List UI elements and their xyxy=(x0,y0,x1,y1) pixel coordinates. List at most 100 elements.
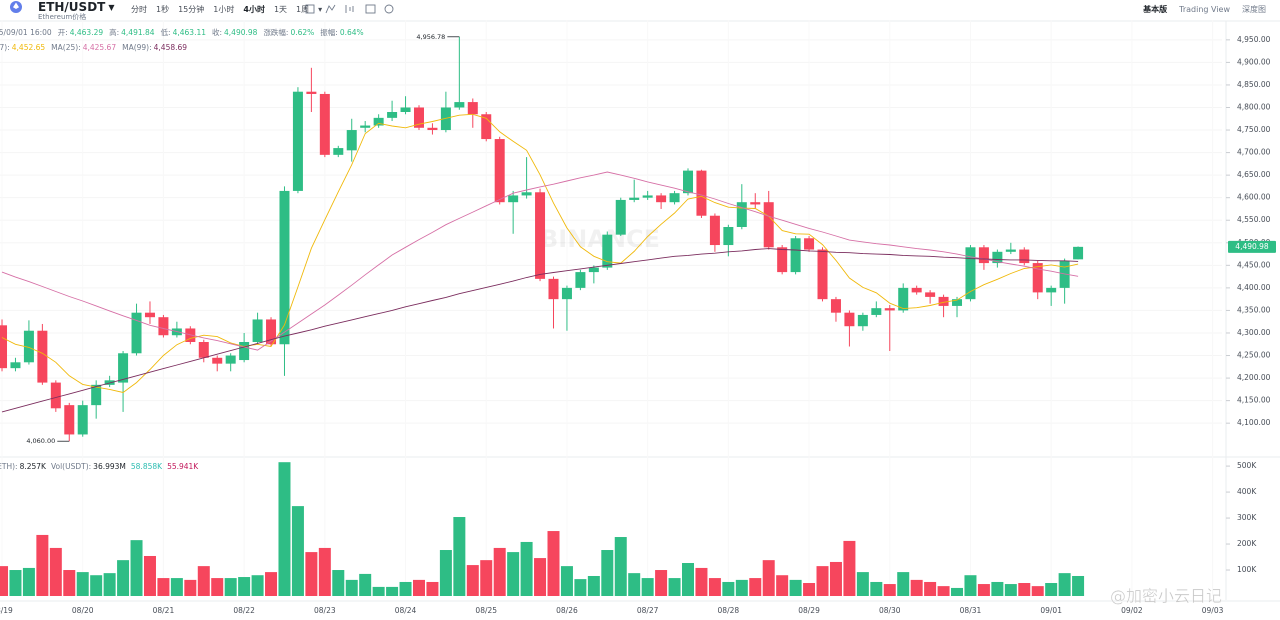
icon-layout[interactable] xyxy=(365,4,376,14)
x-tick-label: 08/21 xyxy=(153,606,175,615)
x-tick-label: 08/26 xyxy=(556,606,578,615)
x-tick-label: 09/02 xyxy=(1121,606,1143,615)
candle-body xyxy=(992,251,1003,264)
icon-settings[interactable] xyxy=(305,4,315,14)
candle-body xyxy=(790,238,801,273)
volume-bar xyxy=(130,540,143,596)
volume-bar xyxy=(63,570,76,596)
volume-bar xyxy=(614,537,627,596)
subtitle: Ethereum价格 xyxy=(38,12,86,22)
symbol[interactable]: ETH/USDT ▼ xyxy=(38,0,115,14)
annotation-label: 4,060.00 xyxy=(26,437,55,445)
symbol-caret[interactable]: ▼ xyxy=(108,2,115,12)
annotation-label: 4,956.78 xyxy=(416,33,445,41)
candle-body xyxy=(494,139,505,203)
y-tick-label: 300K xyxy=(1237,513,1257,522)
view-button[interactable]: 基本版 xyxy=(1143,5,1168,14)
volume-bar xyxy=(117,560,130,596)
candle-body xyxy=(440,107,451,131)
interval-button[interactable]: 1周 xyxy=(296,5,310,14)
volume-bar xyxy=(399,581,412,596)
candle-body xyxy=(952,299,963,306)
candle-body xyxy=(884,308,895,311)
toolbar-icons xyxy=(305,4,394,14)
y-tick-label: 200K xyxy=(1237,539,1257,548)
candle-body xyxy=(144,312,155,318)
volume-bar xyxy=(1072,575,1085,596)
ohlc-value: 0.64% xyxy=(339,28,364,37)
candle-body xyxy=(844,312,855,327)
volume-bar xyxy=(1058,573,1071,596)
candle-body xyxy=(817,249,828,300)
interval-button[interactable]: 15分钟 xyxy=(178,5,205,14)
y-tick-label: 4,800.00 xyxy=(1237,102,1271,111)
candle-body xyxy=(763,202,774,248)
x-tick-label: 08/30 xyxy=(879,606,901,615)
candle-body xyxy=(857,314,868,327)
volume-bar xyxy=(0,566,9,596)
ohlc-value: 4,463.29 xyxy=(69,28,104,37)
volume-ma-value: 55.941K xyxy=(167,462,199,471)
candle-body xyxy=(804,238,815,250)
ohlc-value: 4,463.11 xyxy=(172,28,206,37)
x-tick-label: 08/25 xyxy=(475,606,497,615)
volume-bar xyxy=(924,581,937,596)
x-tick-label: 08/23 xyxy=(314,606,336,615)
ma-legend-label: MA(7): xyxy=(0,43,10,52)
volume-bar xyxy=(695,567,708,596)
candle-body xyxy=(360,125,371,128)
y-tick-label: 4,200.00 xyxy=(1237,373,1271,382)
symbol-text[interactable]: ETH/USDT xyxy=(38,0,106,14)
volume-bar xyxy=(628,573,641,596)
volume-bar xyxy=(708,578,721,596)
y-tick-label: 100K xyxy=(1237,565,1257,574)
view-button[interactable]: Trading View xyxy=(1179,5,1230,14)
interval-button[interactable]: 1秒 xyxy=(156,5,170,14)
volume-bar xyxy=(318,547,331,596)
volume-bar xyxy=(49,547,62,596)
view-button[interactable]: 深度图 xyxy=(1242,5,1266,14)
volume-bar xyxy=(951,587,964,596)
x-tick-label: 08/19 xyxy=(0,606,13,615)
volume-bar xyxy=(803,583,816,596)
volume-bar xyxy=(453,517,466,596)
icon-screenshot[interactable] xyxy=(384,4,394,14)
x-tick-label: 08/24 xyxy=(395,606,417,615)
y-tick-label: 4,850.00 xyxy=(1237,80,1271,89)
interval-button[interactable]: 1天 xyxy=(273,5,288,14)
ma-line xyxy=(1,248,1079,413)
icon-fx[interactable] xyxy=(345,5,354,13)
interval-button[interactable]: 分时 xyxy=(131,5,147,14)
candle-body xyxy=(1046,287,1057,293)
candle-body xyxy=(454,102,465,108)
interval-more[interactable]: ▾ xyxy=(318,5,323,14)
volume-bar xyxy=(655,570,668,596)
icon-indicator[interactable] xyxy=(325,4,336,14)
candle-body xyxy=(319,93,330,155)
volume-bar xyxy=(829,561,842,596)
candle-body xyxy=(642,195,653,198)
volume-bar xyxy=(883,584,896,596)
x-tick-label: 08/27 xyxy=(637,606,659,615)
volume-bar xyxy=(184,579,197,596)
candle-body xyxy=(1073,246,1084,260)
eth-logo-glyph xyxy=(13,2,19,9)
candle-body xyxy=(346,130,357,151)
candle-body xyxy=(292,91,303,191)
y-tick-label: 4,550.00 xyxy=(1237,215,1271,224)
x-tick-label: 08/22 xyxy=(233,606,255,615)
candle-body xyxy=(413,107,424,128)
volume-bar xyxy=(143,555,156,596)
interval-button[interactable]: 4小时 xyxy=(243,5,265,14)
volume-bar xyxy=(547,531,560,596)
volume-bar xyxy=(587,575,600,596)
volume-bar xyxy=(197,566,210,596)
candle-body xyxy=(427,127,438,131)
volume-bar xyxy=(9,570,22,596)
volume-bar xyxy=(749,578,762,596)
interval-button[interactable]: 1小时 xyxy=(213,5,235,14)
y-tick-label: 4,400.00 xyxy=(1237,283,1271,292)
y-tick-label: 4,100.00 xyxy=(1237,418,1271,427)
volume-bar xyxy=(668,578,681,596)
